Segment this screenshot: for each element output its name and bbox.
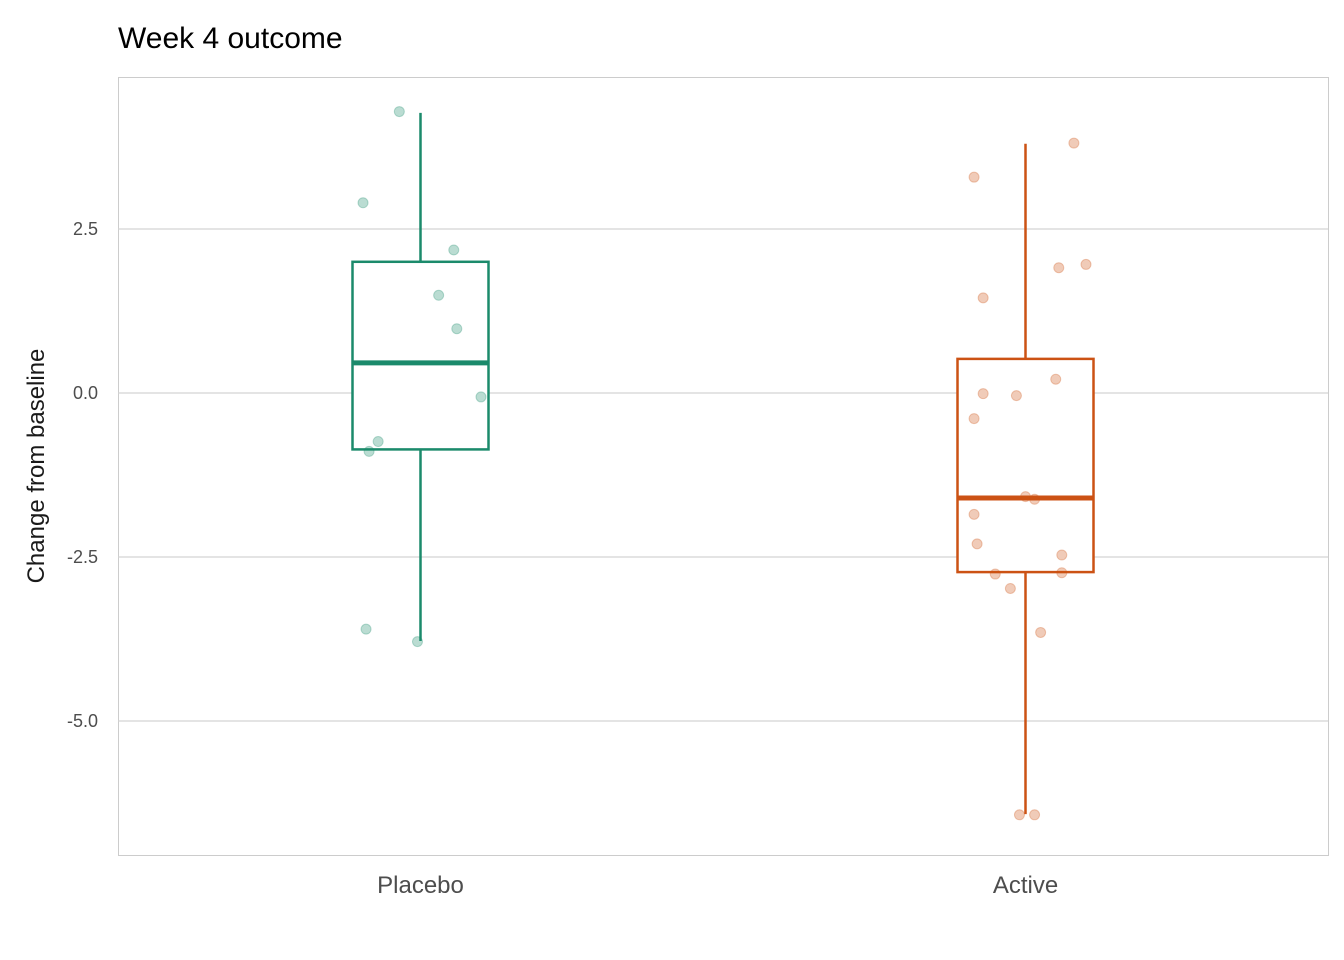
data-point	[1050, 373, 1062, 385]
data-point	[1013, 809, 1025, 821]
data-point	[1068, 137, 1080, 149]
data-point	[393, 106, 405, 118]
plot-panel	[118, 77, 1329, 856]
y-tick-labels: 2.5 0.0 -2.5 -5.0	[67, 219, 98, 731]
data-point	[1029, 493, 1041, 505]
data-point	[1020, 491, 1031, 503]
box-iqr	[351, 260, 490, 451]
box-iqr	[956, 357, 1095, 574]
data-point	[411, 636, 423, 648]
chart-title: Week 4 outcome	[118, 22, 343, 55]
y-axis-label: Change from baseline	[23, 349, 50, 584]
data-point	[977, 292, 989, 304]
y-tick-label: -5.0	[67, 711, 98, 731]
x-tick-labels: Placebo Active	[377, 872, 1058, 899]
boxplots	[351, 112, 1095, 815]
data-point	[1056, 549, 1068, 561]
grid-lines	[118, 228, 1328, 722]
data-point	[363, 445, 375, 457]
data-point	[1053, 262, 1065, 274]
x-tick-label: Placebo	[377, 872, 464, 899]
y-tick-label: 2.5	[73, 219, 98, 239]
data-point	[1035, 626, 1047, 638]
data-point	[1056, 567, 1068, 579]
data-point	[372, 436, 384, 448]
data-point	[968, 171, 980, 183]
data-point	[977, 388, 989, 400]
data-point	[451, 323, 463, 335]
x-tick-label: Active	[993, 872, 1058, 899]
y-tick-label: 0.0	[73, 383, 98, 403]
y-tick-label: -2.5	[67, 547, 98, 567]
data-point	[433, 289, 445, 301]
data-point	[1010, 390, 1022, 402]
data-point	[357, 197, 369, 209]
data-point	[968, 508, 980, 520]
data-points	[357, 106, 1092, 821]
data-point	[989, 568, 1001, 580]
data-point	[971, 538, 983, 550]
data-point	[448, 244, 460, 256]
data-point	[968, 413, 980, 425]
data-point	[360, 623, 372, 635]
data-point	[475, 391, 487, 403]
data-point	[1029, 809, 1041, 821]
data-point	[1004, 582, 1016, 594]
data-point	[1080, 258, 1092, 270]
